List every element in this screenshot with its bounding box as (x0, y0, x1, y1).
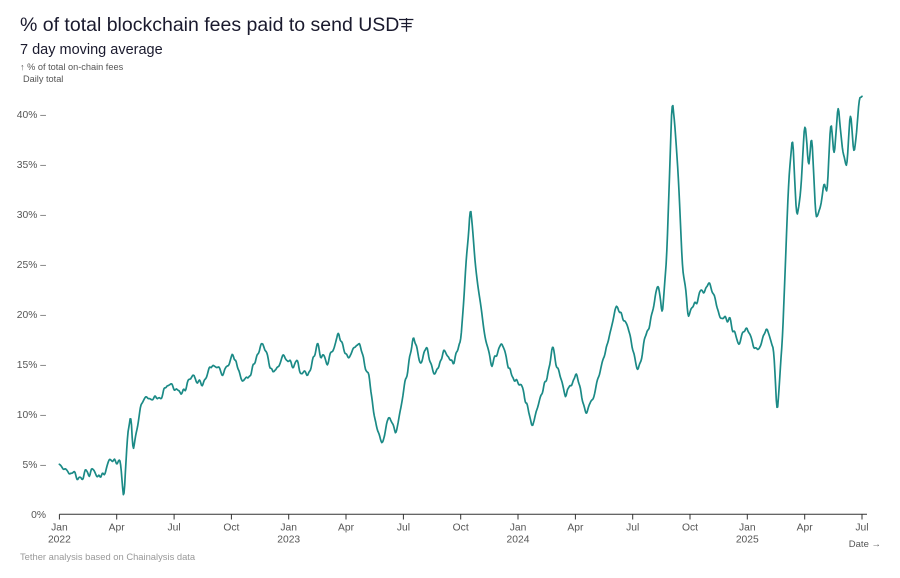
svg-text:0%: 0% (31, 510, 46, 521)
svg-text:15% –: 15% – (17, 360, 46, 371)
svg-text:Jul: Jul (168, 523, 181, 534)
svg-text:30% –: 30% – (17, 210, 46, 221)
svg-text:Jul: Jul (626, 523, 639, 534)
svg-text:Oct: Oct (223, 523, 239, 534)
svg-text:Jul: Jul (397, 523, 410, 534)
svg-text:Jan: Jan (739, 523, 756, 534)
svg-text:25% –: 25% – (17, 260, 46, 271)
svg-text:40% –: 40% – (17, 110, 46, 121)
svg-text:35% –: 35% – (17, 160, 46, 171)
svg-text:Jan: Jan (510, 523, 527, 534)
svg-text:Jan: Jan (280, 523, 297, 534)
svg-text:20% –: 20% – (17, 310, 46, 321)
svg-text:2022: 2022 (48, 535, 71, 546)
svg-text:Oct: Oct (682, 523, 698, 534)
svg-text:Apr: Apr (797, 523, 814, 534)
svg-text:Apr: Apr (338, 523, 355, 534)
svg-text:Oct: Oct (453, 523, 469, 534)
svg-text:2024: 2024 (507, 535, 530, 546)
svg-text:Jan: Jan (51, 523, 68, 534)
svg-text:Apr: Apr (567, 523, 584, 534)
svg-text:10% –: 10% – (17, 410, 46, 421)
svg-text:2023: 2023 (277, 535, 300, 546)
svg-text:Jul: Jul (855, 523, 868, 534)
svg-text:5% –: 5% – (23, 460, 47, 471)
svg-text:Apr: Apr (109, 523, 126, 534)
svg-text:2025: 2025 (736, 535, 759, 546)
